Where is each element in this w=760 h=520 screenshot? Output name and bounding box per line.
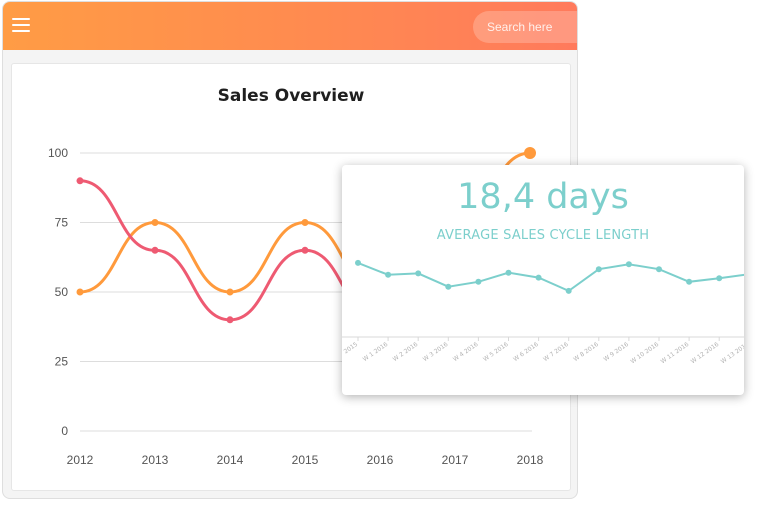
x-tick-label: W 12 2016: [690, 341, 721, 366]
series-1-point: [524, 147, 536, 159]
cycle-point: [385, 271, 392, 278]
metric-label: AVERAGE SALES CYCLE LENGTH: [436, 228, 650, 243]
y-tick-label: 0: [61, 424, 68, 438]
metric-value: 18,4 days: [457, 177, 629, 217]
cycle-point: [625, 261, 632, 268]
cycle-point: [656, 266, 662, 273]
cycle-point: [355, 259, 361, 266]
x-tick-label: W 6 2016: [512, 341, 540, 363]
x-tick-label: 2017: [442, 453, 469, 467]
x-tick-label: W 5 2016: [482, 341, 510, 363]
cycle-point: [535, 274, 542, 281]
series-2-point: [301, 246, 309, 254]
x-tick-label: W 13 2016: [720, 341, 744, 366]
x-tick-label: W 7 2016: [542, 341, 570, 363]
x-tick-label: 2015: [292, 453, 319, 467]
x-tick-label: W 3 2016: [422, 341, 450, 363]
series-2-point: [151, 246, 159, 254]
sales-cycle-chart: 2015 W 1 2016 W 2 2016 W 3 2016 W 4 2016 W 5 …: [342, 259, 744, 366]
y-tick-label: 75: [55, 216, 69, 230]
sales-cycle-card: 18,4 days AVERAGE SALES CYCLE LENGTH 201…: [342, 165, 744, 395]
cycle-point: [505, 269, 512, 276]
x-tick-label: W 8 2016: [572, 341, 600, 363]
cycle-line: [357, 261, 744, 293]
y-tick-label: 100: [48, 146, 68, 160]
y-tick-label: 25: [55, 355, 69, 369]
cycle-point: [716, 275, 723, 282]
series-2-point: [226, 316, 234, 324]
x-tick-label: 2018: [517, 453, 544, 467]
search-input[interactable]: [473, 11, 577, 43]
x-tick-label: W 4 2016: [452, 341, 480, 363]
x-tick-label: W 10 2016: [629, 341, 660, 366]
cycle-point: [595, 266, 602, 273]
series-1-point: [301, 219, 309, 226]
hamburger-menu-icon[interactable]: [12, 16, 30, 34]
x-tick-label: W 11 2016: [659, 341, 690, 366]
cycle-point: [445, 283, 452, 290]
x-tick-label: 2014: [217, 453, 244, 467]
x-tick-label: W 1 2016: [362, 341, 390, 363]
top-bar: [3, 2, 577, 50]
series-1-point: [226, 288, 234, 296]
x-tick-label: 2013: [142, 453, 169, 467]
cycle-point: [415, 270, 422, 277]
series-2-point: [76, 177, 84, 185]
cycle-point: [475, 278, 482, 285]
cycle-point: [565, 287, 572, 294]
series-1-point: [76, 288, 84, 296]
y-tick-label: 50: [55, 285, 69, 299]
series-1-point: [151, 219, 159, 226]
cycle-point: [686, 278, 693, 285]
x-tick-label: 2016: [367, 453, 394, 467]
x-tick-label: 2012: [67, 453, 94, 467]
chart-title: Sales Overview: [217, 86, 365, 106]
x-tick-label: W 2 2016: [392, 341, 420, 363]
x-tick-label: 2015: [343, 341, 360, 356]
x-tick-label: W 9 2016: [602, 341, 630, 363]
